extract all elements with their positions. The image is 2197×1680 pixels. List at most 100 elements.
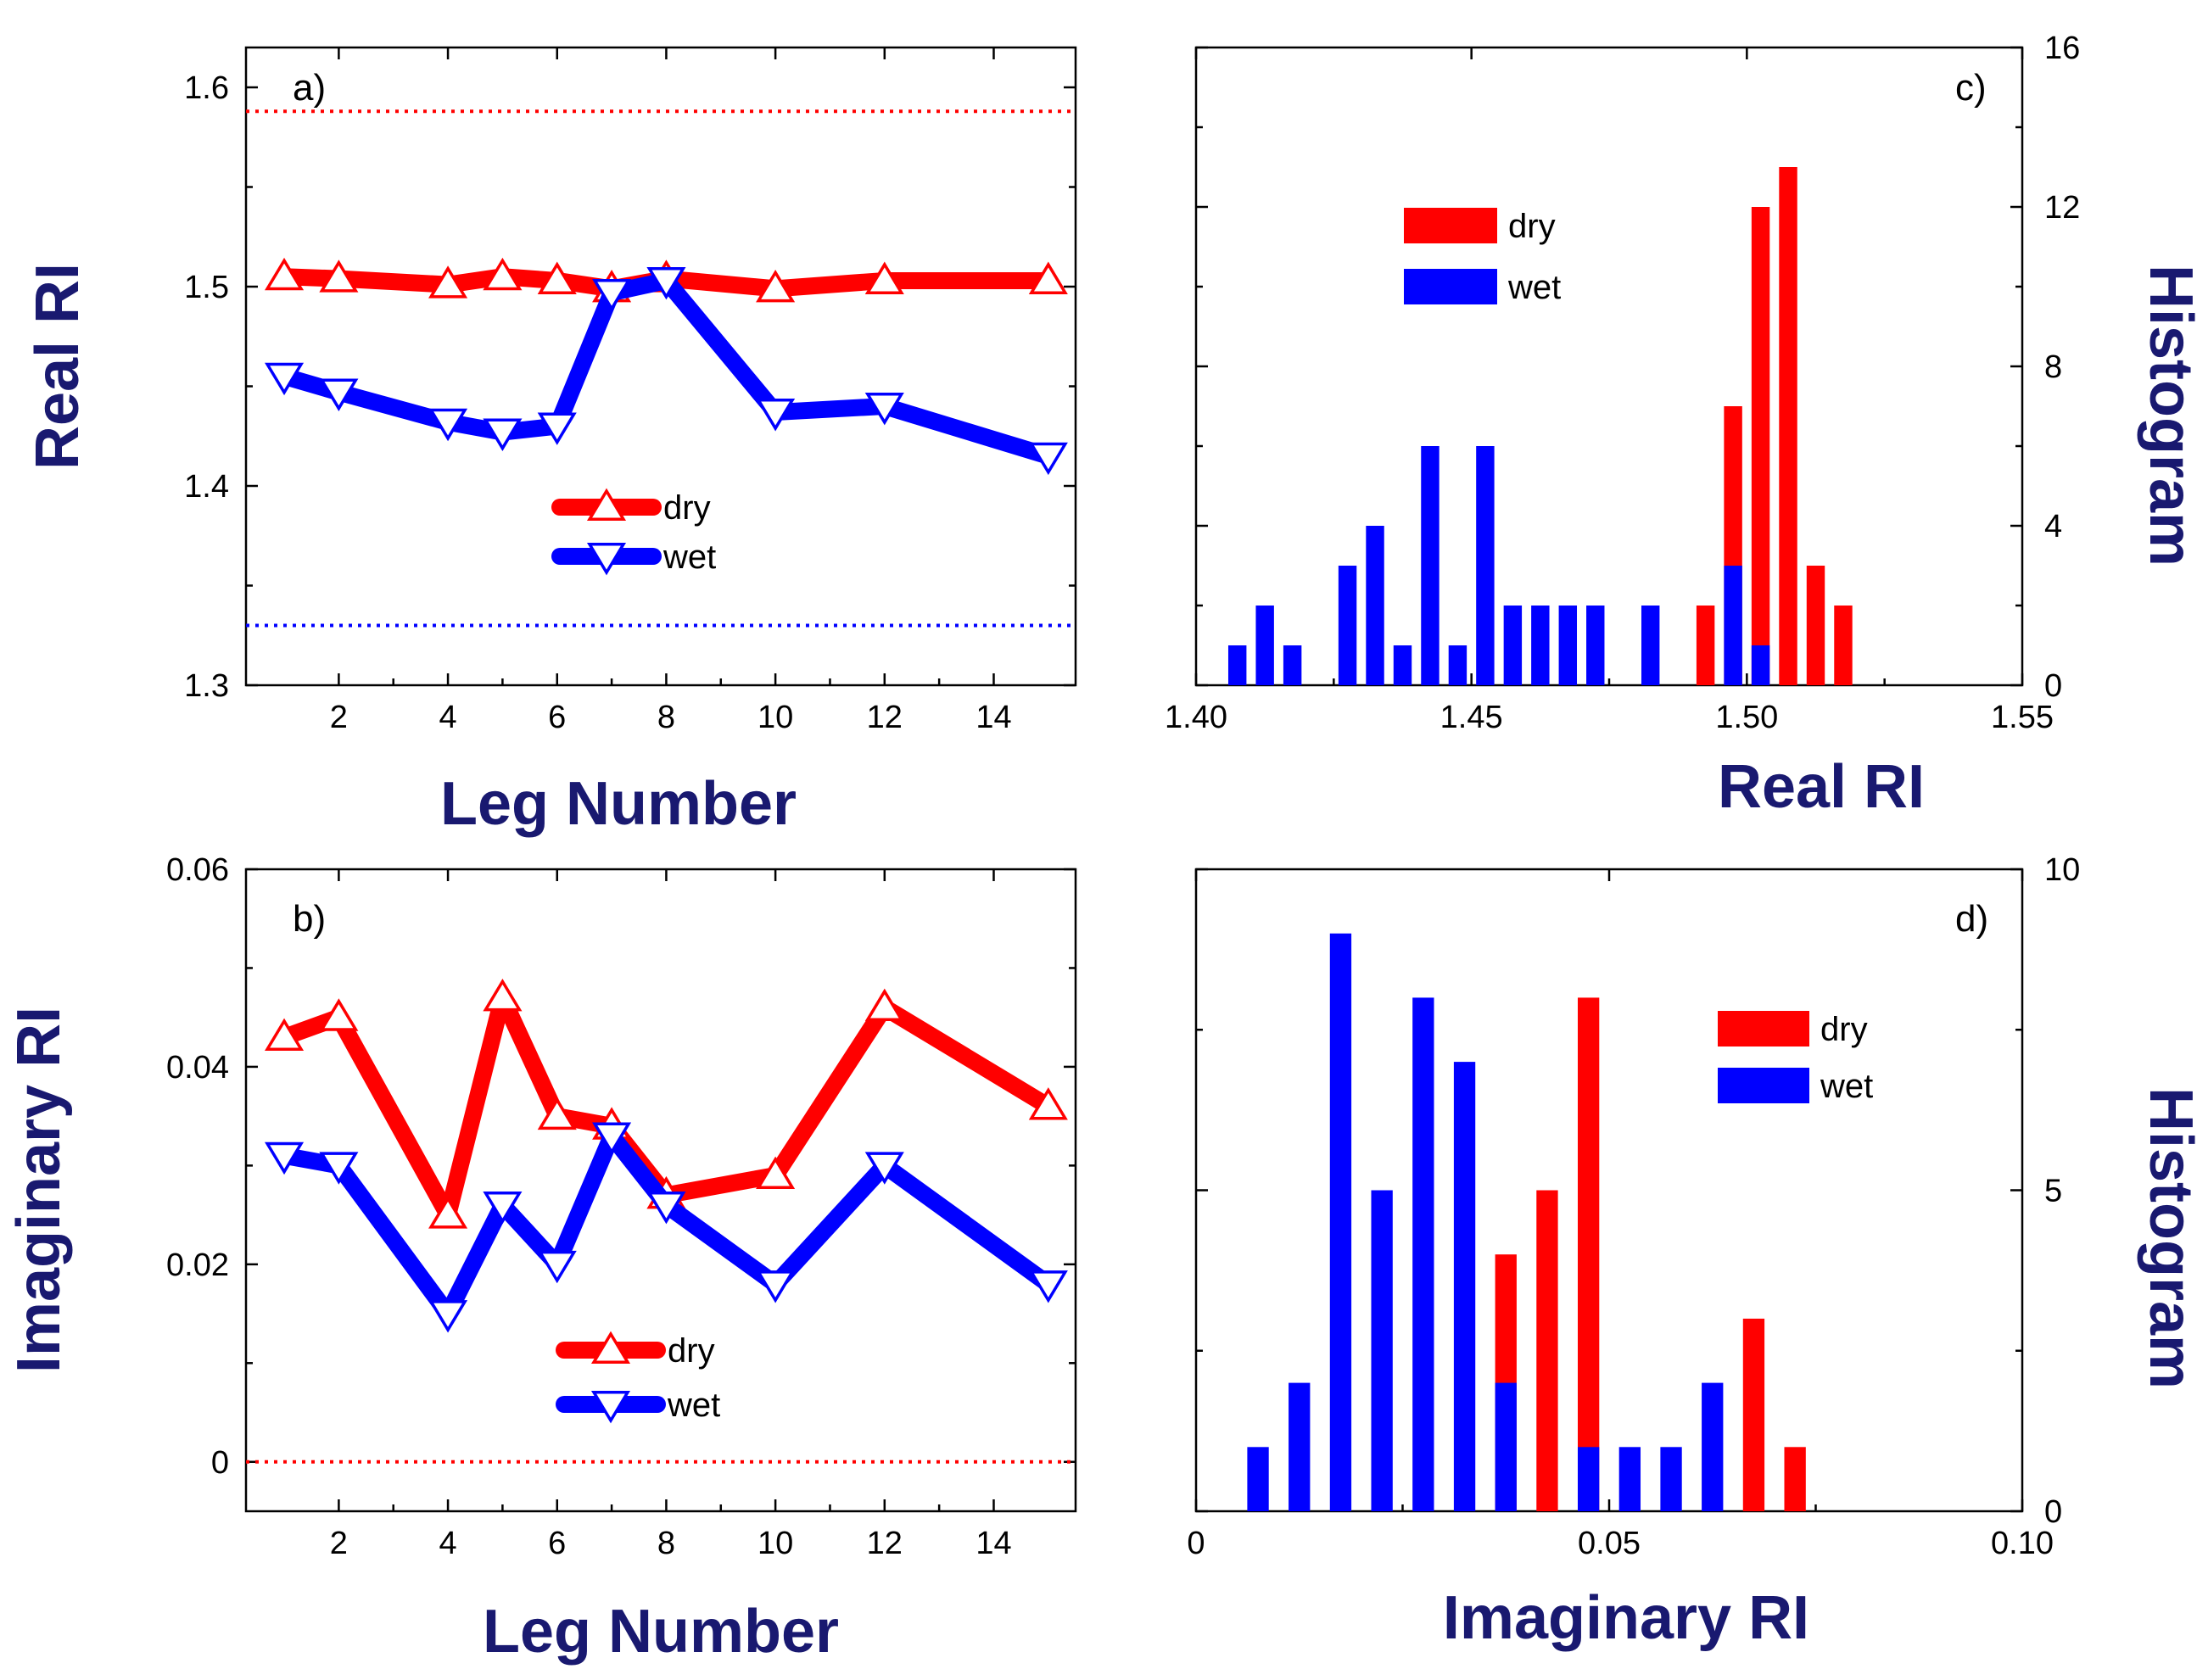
dry-data-point <box>264 257 305 291</box>
y-tick-label: 0.02 <box>166 1247 229 1283</box>
dry-data-point <box>864 988 904 1022</box>
x-tick-label: 0.10 <box>1991 1526 2054 1561</box>
y-tick-label: 5 <box>2044 1174 2062 1209</box>
x-tick-label: 4 <box>439 700 456 735</box>
wet-legend-label: wet <box>1507 269 1561 306</box>
y-tick-label: 1.3 <box>184 668 229 704</box>
wet-bar <box>1503 606 1523 685</box>
y-tick-label: 12 <box>2044 190 2080 226</box>
dry-legend-swatch <box>1404 208 1497 243</box>
dry-data-point <box>864 261 904 294</box>
y-axis-title: Imaginary RI <box>5 1007 73 1373</box>
wet-bar <box>1618 1447 1641 1511</box>
y-tick-label: 8 <box>2044 349 2062 385</box>
x-tick-label: 4 <box>439 1526 456 1561</box>
wet-bar <box>1366 526 1384 685</box>
plot-frame <box>244 868 1077 1513</box>
wet-data-point <box>864 1152 904 1185</box>
wet-data-point <box>756 399 796 432</box>
wet-data-point <box>319 1152 359 1185</box>
wet-bar <box>1586 606 1605 685</box>
panel-b: 2 4 6 8 10 12 14 0 0.02 0.04 0.06 Leg Number Imagina… <box>5 852 1077 1666</box>
dry-legend-swatch <box>1718 1011 1809 1047</box>
dry-data-point <box>319 260 359 293</box>
wet-data-point <box>592 1122 632 1155</box>
wet-data-point <box>483 1191 523 1225</box>
wet-data-point <box>428 408 468 442</box>
wet-bar <box>1531 606 1550 685</box>
x-tick-label: 1.55 <box>1991 700 2054 735</box>
x-tick-label: 10 <box>757 700 793 735</box>
dry-bar <box>1784 1447 1806 1511</box>
wet-data-point <box>756 1270 796 1303</box>
dry-bar <box>1806 566 1825 685</box>
dry-data-point <box>756 269 796 303</box>
x-axis-title: Real RI <box>1718 753 1925 821</box>
y-tick-label: 1.5 <box>184 270 229 305</box>
panel-a: 2 4 6 8 10 12 14 1.3 1.4 1.5 1.6 Leg Number Real RI a… <box>24 46 1077 838</box>
panel-c: 1.40 1.45 1.50 1.550 4 8 12 16 Real RI Histogram c… <box>1165 31 2197 821</box>
x-tick-label: 6 <box>548 700 566 735</box>
plot-frame <box>1194 868 2024 1513</box>
dry-data-point <box>1028 261 1068 294</box>
dry-series-line <box>276 268 1057 298</box>
wet-data-point <box>592 279 632 312</box>
wet-bar <box>1495 1382 1517 1511</box>
y-tick-label: 16 <box>2044 31 2080 66</box>
x-tick-label: 1.45 <box>1440 700 1503 735</box>
wet-data-point <box>864 393 904 426</box>
x-axis-title: Leg Number <box>483 1598 839 1666</box>
y-tick-label: 0 <box>2044 668 2062 704</box>
panel-label: b) <box>293 898 326 940</box>
y-tick-label: 0 <box>2044 1494 2062 1530</box>
x-tick-label: 14 <box>976 1526 1011 1561</box>
x-tick-label: 1.40 <box>1165 700 1227 735</box>
wet-data-point <box>537 1250 577 1284</box>
wet-bar <box>1329 933 1352 1511</box>
wet-bar <box>1724 566 1742 685</box>
wet-data-point <box>483 418 523 451</box>
dry-data-point <box>537 261 577 294</box>
wet-series-line <box>276 1127 1057 1323</box>
dry-data-point <box>428 265 468 299</box>
wet-bar <box>1247 1447 1269 1511</box>
wet-bar <box>1255 606 1274 685</box>
x-tick-label: 2 <box>330 1526 348 1561</box>
wet-bar <box>1283 645 1302 685</box>
dry-data-point <box>537 1097 577 1130</box>
x-tick-label: 12 <box>867 700 903 735</box>
wet-legend-label: wet <box>662 539 716 576</box>
wet-data-point <box>428 1300 468 1333</box>
wet-data-point <box>537 412 577 445</box>
y-axis-title: Real RI <box>24 263 92 470</box>
plot-frame <box>1194 46 2024 687</box>
wet-data-point <box>1028 1270 1068 1303</box>
dry-bar <box>1696 606 1715 685</box>
wet-data-point <box>264 362 305 396</box>
dry-legend-label: dry <box>1508 208 1556 245</box>
dry-data-point <box>1028 1087 1068 1120</box>
wet-bar <box>1751 645 1770 685</box>
y-axis-title: Histogram <box>2137 1087 2197 1389</box>
wet-legend-swatch <box>1404 269 1497 304</box>
panel-label: a) <box>293 67 326 109</box>
x-tick-label: 0.05 <box>1578 1526 1641 1561</box>
y-tick-label: 4 <box>2044 509 2062 544</box>
wet-series-line <box>276 271 1057 465</box>
dry-legend-label: dry <box>668 1332 715 1370</box>
wet-bar <box>1421 446 1440 685</box>
x-tick-label: 0 <box>1187 1526 1205 1561</box>
wet-data-point <box>264 1141 305 1175</box>
y-tick-label: 1.6 <box>184 70 229 106</box>
dry-legend-label: dry <box>663 489 711 527</box>
dry-bar <box>1751 207 1770 685</box>
panel-label: c) <box>1955 67 1987 109</box>
wet-bar <box>1702 1382 1724 1511</box>
x-tick-label: 8 <box>657 1526 675 1561</box>
wet-bar <box>1448 645 1467 685</box>
y-tick-label: 0 <box>211 1445 229 1481</box>
x-axis-title: Leg Number <box>440 770 797 838</box>
plot-frame <box>244 46 1077 687</box>
dry-series-line <box>276 989 1057 1224</box>
